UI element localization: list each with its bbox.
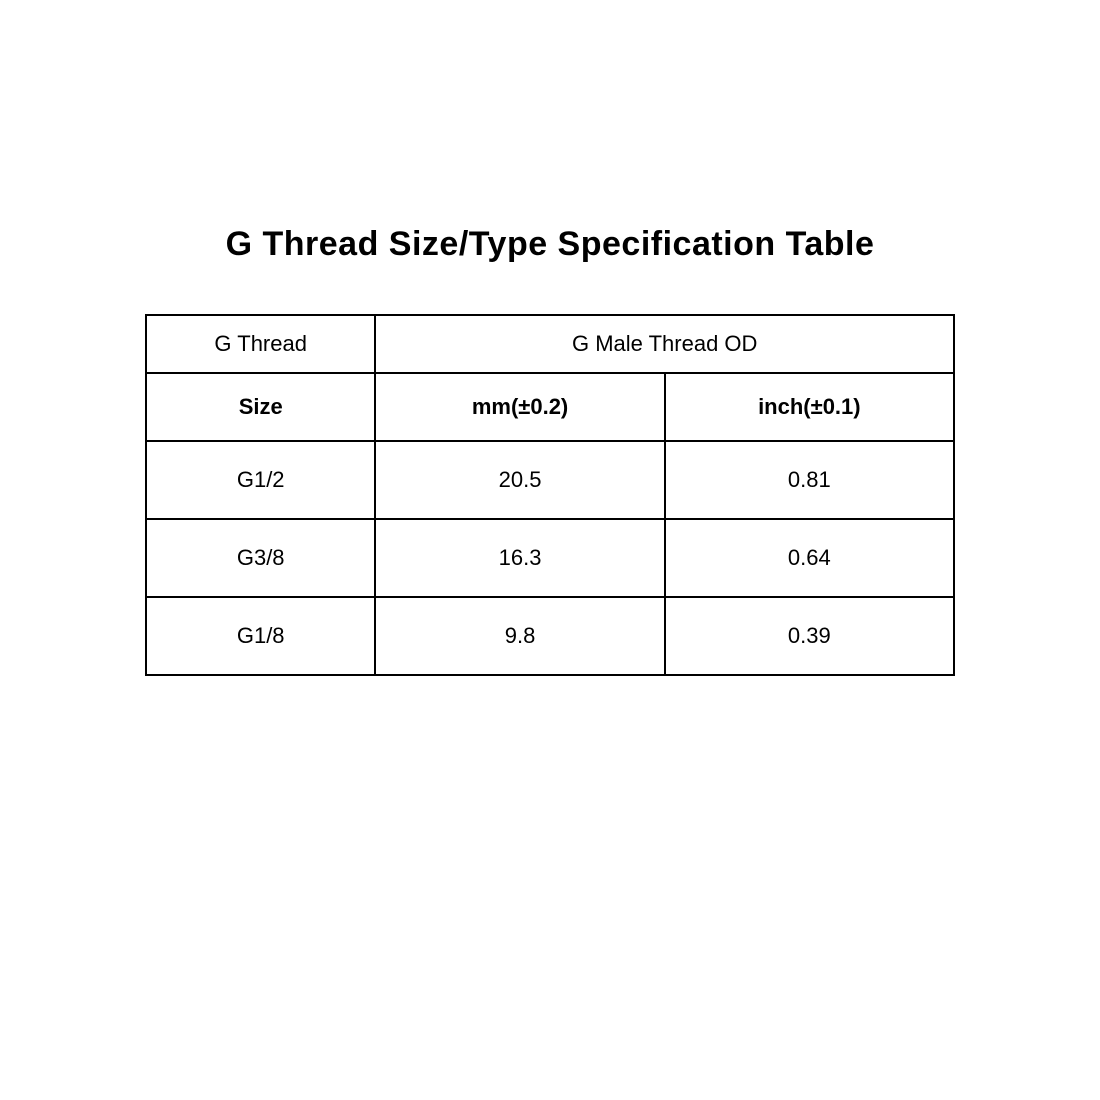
table-row: G1/2 20.5 0.81	[146, 441, 954, 519]
header-inch: inch(±0.1)	[665, 373, 954, 441]
header-mm: mm(±0.2)	[375, 373, 664, 441]
header-g-thread: G Thread	[146, 315, 375, 373]
cell-inch: 0.39	[665, 597, 954, 675]
cell-mm: 16.3	[375, 519, 664, 597]
table-header-row-1: G Thread G Male Thread OD	[146, 315, 954, 373]
header-size: Size	[146, 373, 375, 441]
table-header-row-2: Size mm(±0.2) inch(±0.1)	[146, 373, 954, 441]
cell-size: G3/8	[146, 519, 375, 597]
cell-size: G1/2	[146, 441, 375, 519]
cell-mm: 9.8	[375, 597, 664, 675]
table-row: G1/8 9.8 0.39	[146, 597, 954, 675]
cell-inch: 0.81	[665, 441, 954, 519]
cell-mm: 20.5	[375, 441, 664, 519]
table-row: G3/8 16.3 0.64	[146, 519, 954, 597]
cell-inch: 0.64	[665, 519, 954, 597]
page-title: G Thread Size/Type Specification Table	[226, 225, 875, 264]
cell-size: G1/8	[146, 597, 375, 675]
spec-table: G Thread G Male Thread OD Size mm(±0.2) …	[145, 314, 955, 676]
header-g-male-thread-od: G Male Thread OD	[375, 315, 954, 373]
